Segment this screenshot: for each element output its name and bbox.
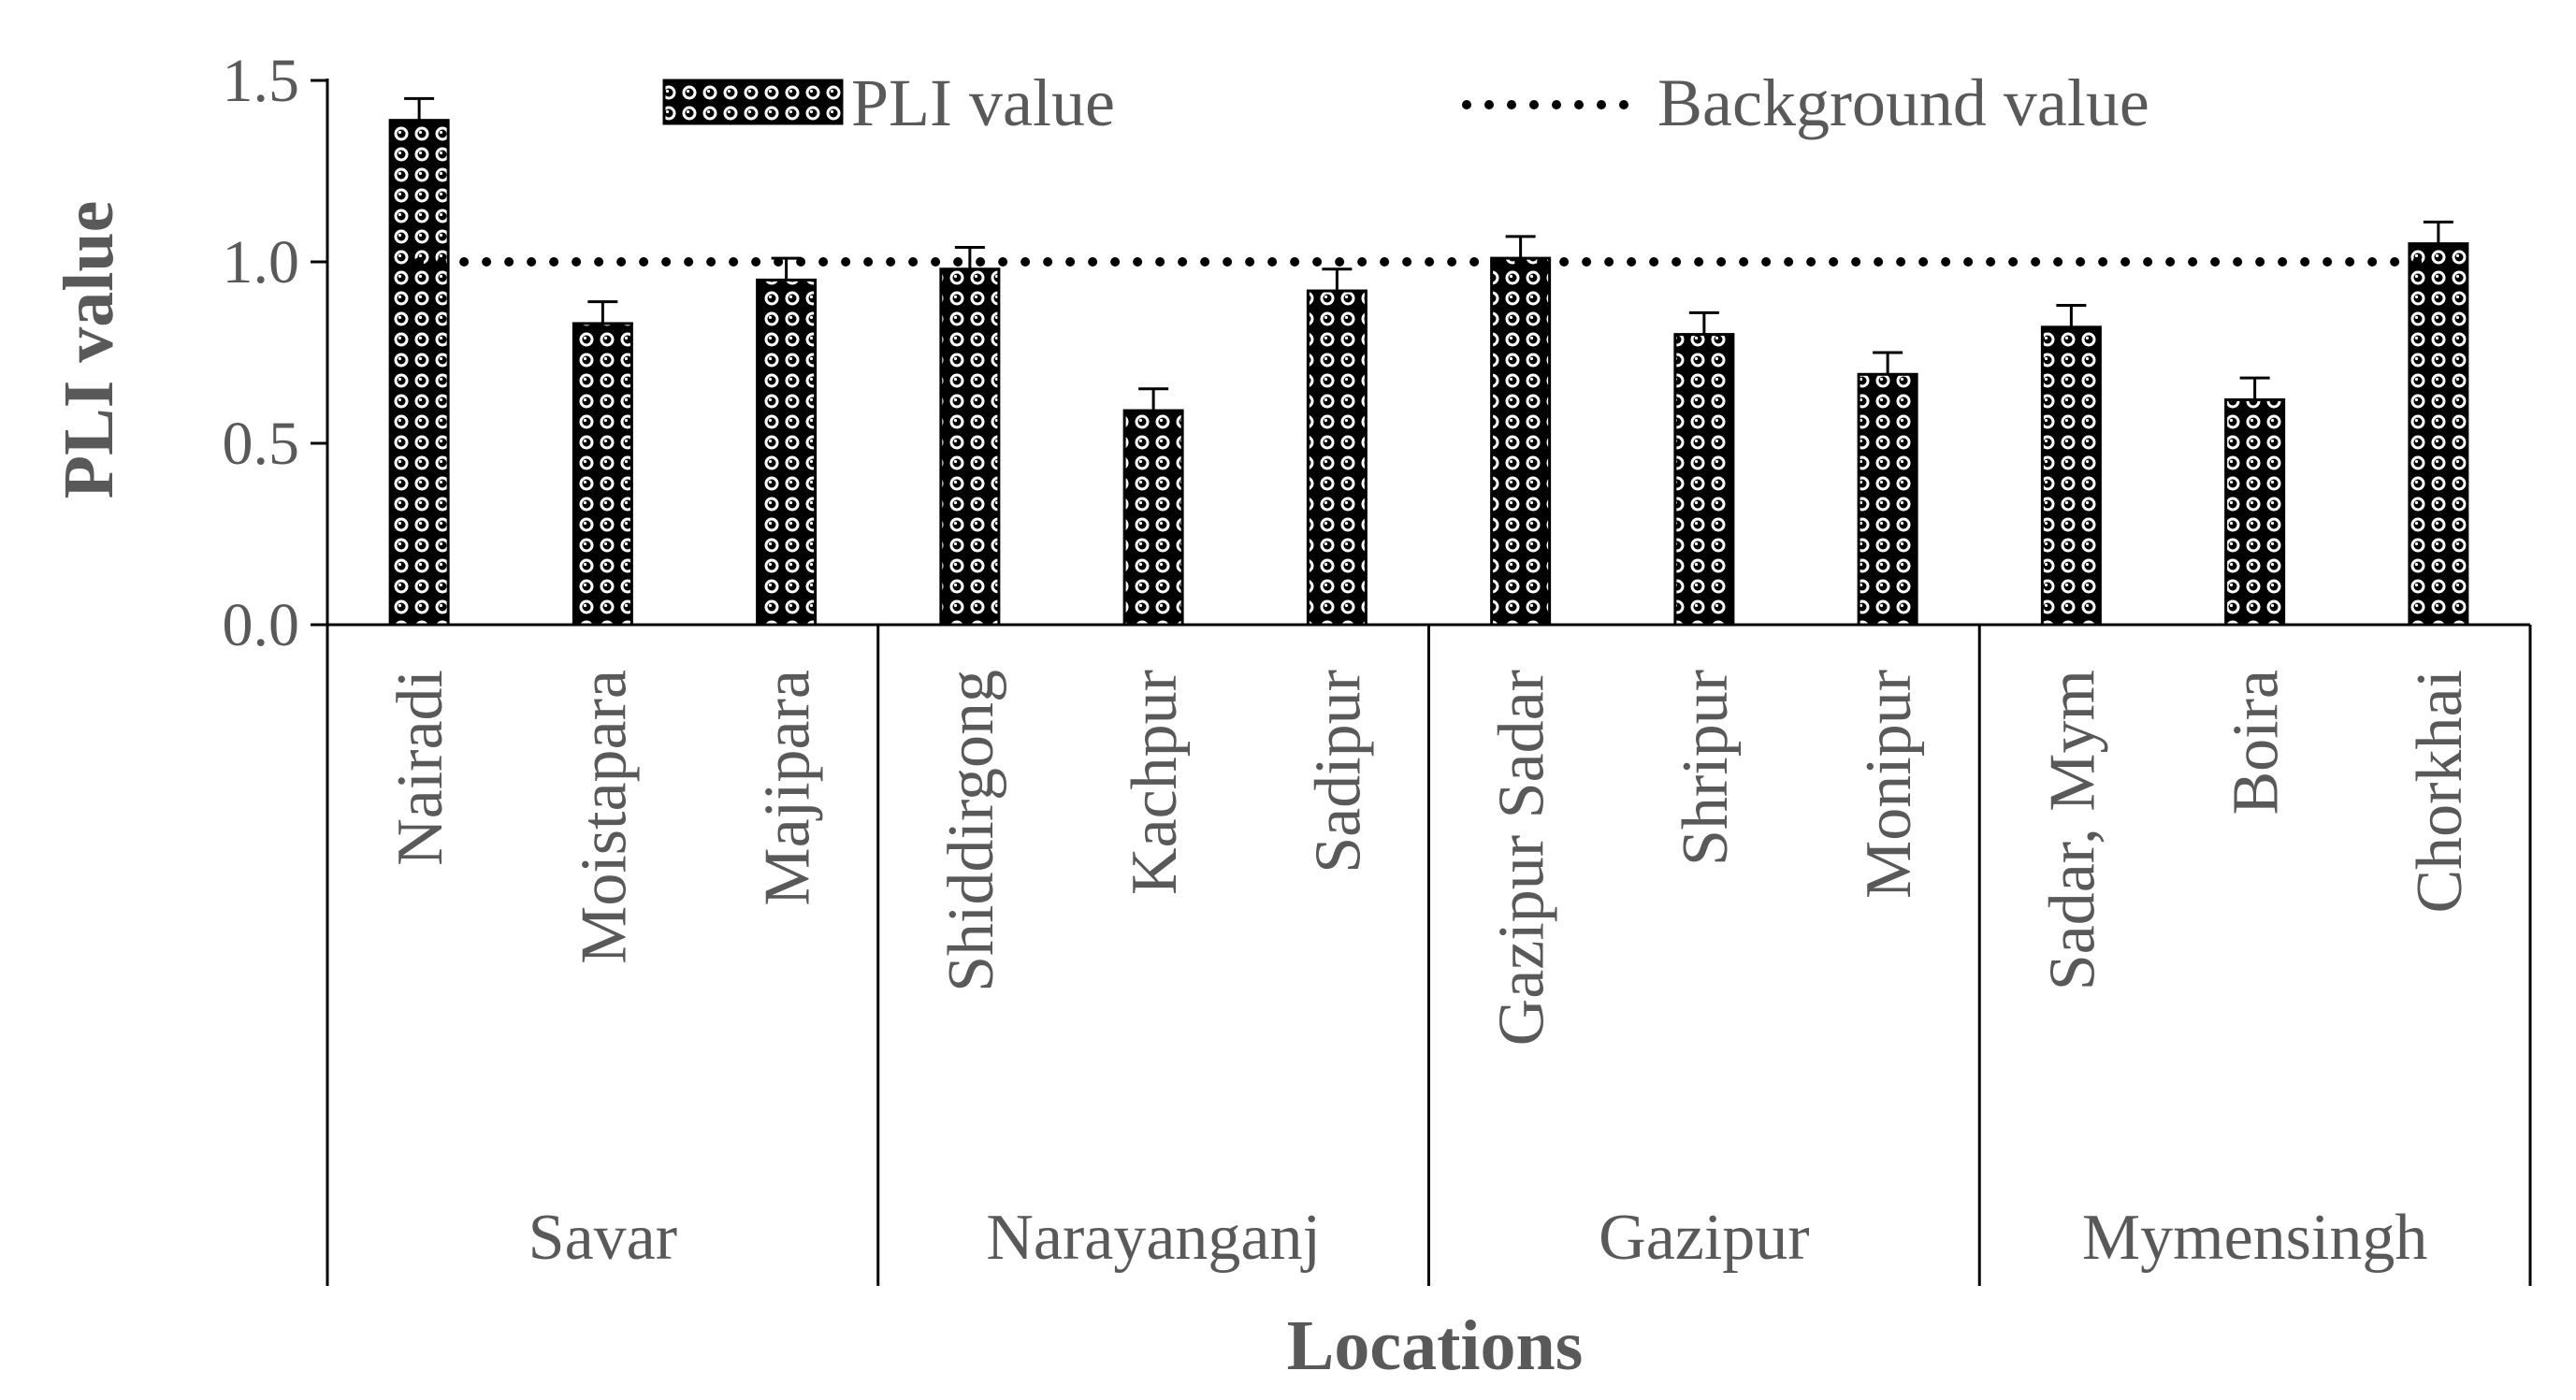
category-label: Shiddirgong — [935, 670, 1007, 992]
category-label: Gazipur Sadar — [1486, 670, 1558, 1046]
y-tick-label: 0.5 — [223, 410, 300, 478]
bar — [939, 267, 1001, 627]
group-label: Gazipur — [1599, 1202, 1809, 1274]
bar — [2040, 325, 2102, 627]
legend-swatch-pli — [662, 79, 844, 125]
y-tick-label: 0.0 — [223, 591, 300, 659]
category-label: Nairadi — [384, 670, 456, 866]
category-label: Chorkhai — [2404, 670, 2476, 914]
group-label: Narayanganj — [986, 1202, 1321, 1274]
category-label: Sadar, Mym — [2036, 670, 2108, 990]
bar — [1122, 409, 1184, 627]
category-label: Boira — [2221, 670, 2293, 815]
bar — [572, 322, 633, 627]
plot-area: 0.0 0.5 1.0 1.5 Nairadi Moistapara Majipara Shi… — [223, 47, 2532, 1286]
category-label: Kachpur — [1119, 670, 1191, 895]
legend: PLI value Background value — [662, 65, 2149, 140]
category-label: Monipur — [1853, 670, 1925, 899]
y-axis-title: PLI value — [50, 201, 128, 499]
bar — [1490, 256, 1552, 627]
category-label: Shripur — [1670, 670, 1742, 866]
bar — [2408, 242, 2469, 627]
legend-label-background: Background value — [1657, 65, 2149, 140]
bar — [756, 278, 818, 627]
y-tick-label: 1.0 — [223, 228, 300, 296]
category-label: Moistapara — [568, 670, 640, 964]
y-tick-label: 1.5 — [223, 47, 300, 115]
bar — [1857, 372, 1918, 627]
group-label: Savar — [528, 1202, 677, 1274]
category-label: Sadipur — [1302, 670, 1374, 873]
category-label: Majipara — [752, 670, 824, 906]
bar — [1673, 333, 1735, 627]
group-label: Mymensingh — [2082, 1202, 2427, 1274]
bar — [1306, 289, 1368, 627]
x-axis-title: Locations — [1287, 1306, 1584, 1385]
legend-label-pli: PLI value — [851, 65, 1115, 140]
bar — [2224, 397, 2286, 627]
bar — [388, 119, 450, 627]
